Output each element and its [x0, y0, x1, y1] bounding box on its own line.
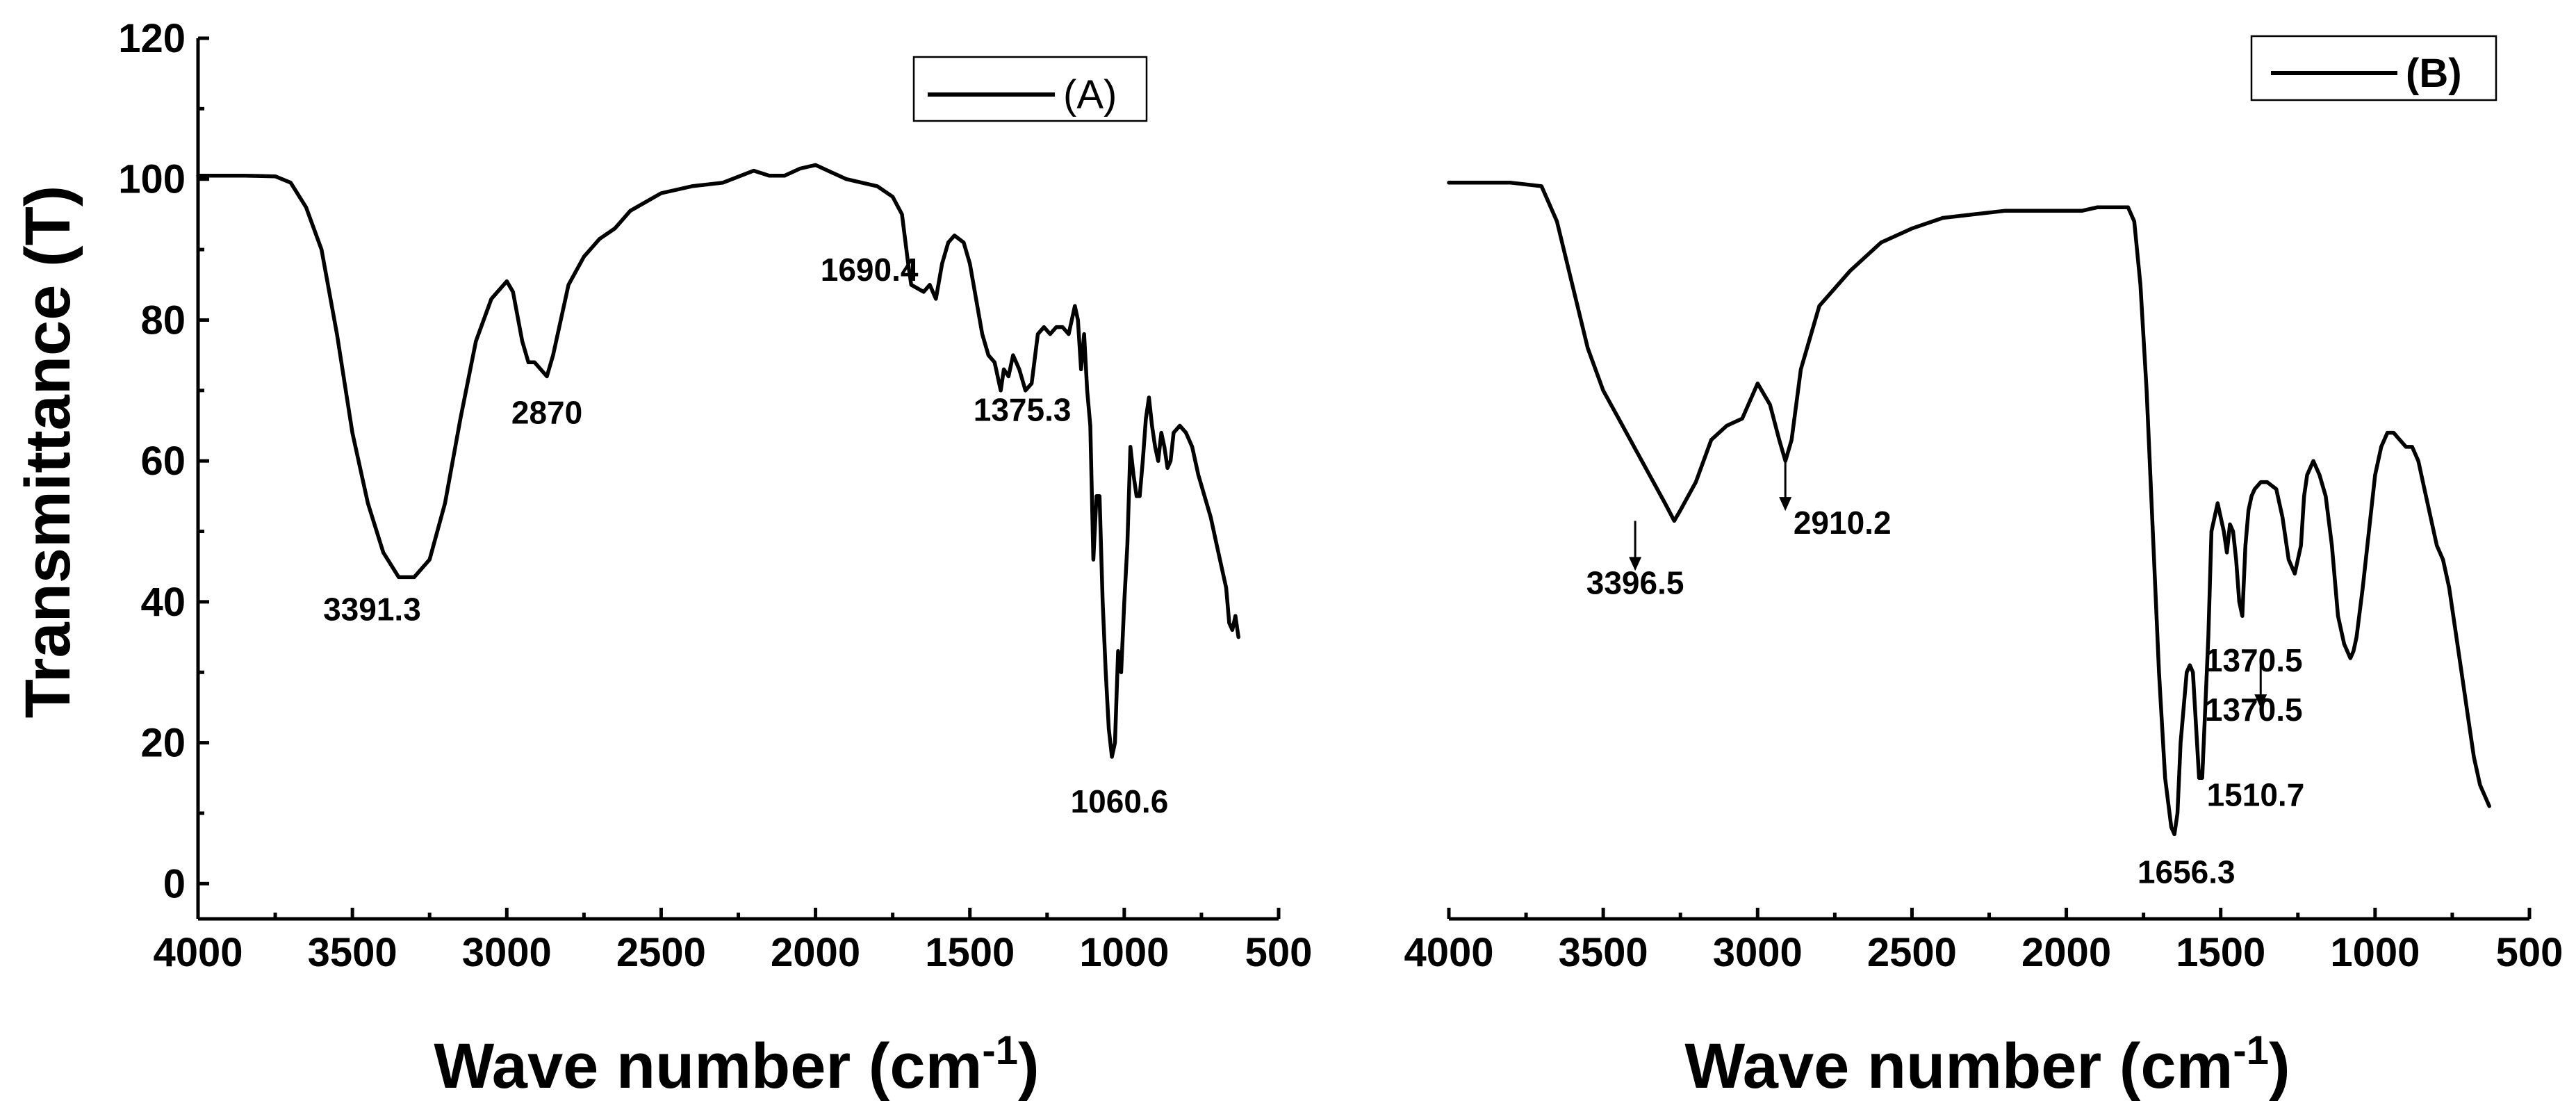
- panel-b-x-tick-label: 3500: [1559, 930, 1648, 975]
- panel-b-x-axis-title-main: Wave number (cm: [1684, 1031, 2233, 1102]
- panel-b-x-axis-title-close: ): [2269, 1031, 2290, 1102]
- panel-b-x-tick-label: 4000: [1404, 930, 1493, 975]
- panel-b-peak-label: 1510.7: [2207, 776, 2305, 813]
- panel-b-peak-label: 1370.5: [2205, 642, 2303, 678]
- panel-a-x-tick-label: 3000: [462, 930, 552, 975]
- panel-a-y-tick-label: 60: [140, 439, 186, 484]
- panel-a-peak-labels: 3391.3 2870 1690.4 1375.3 1060.6: [323, 252, 1168, 819]
- panel-a-y-tick-label: 100: [118, 157, 186, 202]
- panel-b-series-line: [1447, 181, 2491, 837]
- panel-b-legend-label: (B): [2406, 51, 2462, 96]
- panel-a-peak-label: 3391.3: [323, 591, 421, 627]
- panel-a: 0 20 40 60 80 100 120 4000 3500 3000 2500 2000 1500…: [13, 16, 1312, 1102]
- panel-b-x-tick-label: 500: [2496, 930, 2563, 975]
- panel-a-x-axis-title-close: ): [1018, 1031, 1040, 1102]
- panel-b-peak-arrowhead: [2254, 694, 2267, 708]
- panel-a-x-axis-title: Wave number (cm-1): [434, 1028, 1039, 1102]
- panel-b-legend: (B): [2250, 35, 2497, 101]
- panel-a-x-ticks: 4000 3500 3000 2500 2000 1500 1000 500: [153, 908, 1312, 975]
- panel-b: 4000 3500 3000 2500 2000 1500 1000 500 3396.5 29…: [1404, 35, 2563, 1102]
- panel-b-x-tick-label: 3000: [1713, 930, 1803, 975]
- panel-b-x-tick-label: 1500: [2176, 930, 2265, 975]
- panel-a-legend-box: [912, 56, 1148, 122]
- panel-a-y-tick-label: 0: [163, 861, 186, 906]
- panel-b-peak-arrowhead: [1779, 497, 1792, 512]
- panel-b-peak-label: 1370.5: [2205, 692, 2303, 728]
- panel-b-x-tick-label: 2000: [2021, 930, 2111, 975]
- panel-a-x-tick-label: 1000: [1079, 930, 1169, 975]
- panel-a-peak-label: 1690.4: [821, 252, 919, 288]
- panel-b-x-axis-title-sup: -1: [2233, 1028, 2269, 1073]
- panel-b-peak-arrowhead: [1629, 557, 1642, 571]
- panel-a-y-axis-title: Transmittance (T): [13, 186, 83, 719]
- panel-a-x-tick-label: 2000: [771, 930, 860, 975]
- panel-a-y-tick-label: 120: [118, 16, 186, 61]
- panel-a-legend: (A): [912, 56, 1148, 122]
- panel-b-x-axis-title: Wave number (cm-1): [1684, 1028, 2290, 1102]
- panel-a-x-axis-title-main: Wave number (cm: [434, 1031, 982, 1102]
- panel-a-peak-label: 1060.6: [1071, 783, 1169, 819]
- panel-a-x-tick-label: 1500: [925, 930, 1015, 975]
- panel-a-series-line: [196, 163, 1240, 759]
- panel-b-peak-label: 2910.2: [1794, 505, 1892, 541]
- panel-b-x-tick-label: 1000: [2330, 930, 2420, 975]
- panel-a-y-tick-label: 80: [140, 297, 186, 343]
- panel-a-x-tick-label: 500: [1245, 930, 1313, 975]
- panel-a-y-tick-label: 40: [140, 580, 186, 625]
- panel-b-x-tick-label: 2500: [1867, 930, 1957, 975]
- panel-a-y-tick-label: 20: [140, 721, 186, 766]
- panel-a-x-tick-label: 2500: [616, 930, 706, 975]
- panel-a-x-tick-label: 3500: [308, 930, 397, 975]
- panel-b-legend-box: [2250, 35, 2497, 101]
- panel-a-x-tick-label: 4000: [153, 930, 243, 975]
- panel-a-peak-label: 1375.3: [974, 392, 1072, 428]
- panel-b-peak-label: 3396.5: [1586, 564, 1684, 601]
- panel-a-peak-label: 2870: [511, 395, 582, 431]
- panel-b-x-ticks: 4000 3500 3000 2500 2000 1500 1000 500: [1404, 908, 2563, 975]
- panel-b-peak-labels: 3396.5 2910.2 1656.3 1510.7 1370.5 1370.5: [1586, 461, 2305, 890]
- panel-a-x-axis-title-sup: -1: [982, 1028, 1018, 1073]
- panel-a-y-ticks: 0 20 40 60 80 100 120: [118, 16, 209, 906]
- panel-a-legend-label: (A): [1063, 72, 1117, 117]
- panel-b-peak-label: 1656.3: [2138, 854, 2235, 890]
